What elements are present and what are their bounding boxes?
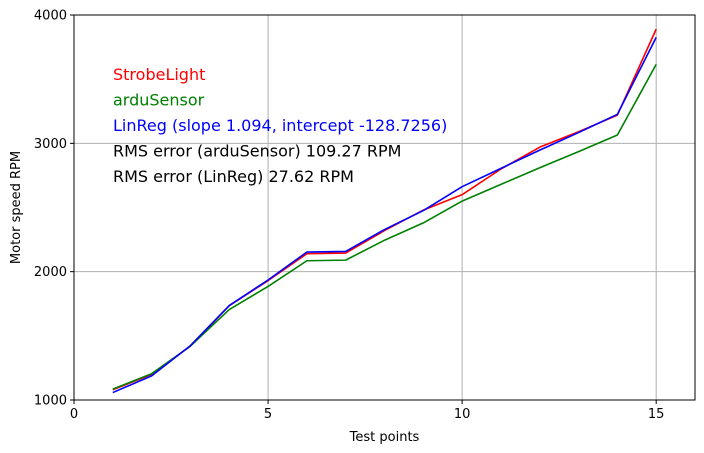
y-tick-label: 3000 (34, 137, 67, 152)
annotation-text: RMS error (arduSensor) 109.27 RPM (113, 142, 401, 161)
y-tick-label: 4000 (34, 9, 67, 24)
series-line-ardusensor (112, 64, 657, 390)
series-layer (112, 28, 657, 394)
x-axis-label: Test points (349, 430, 420, 445)
x-tick-label: 0 (70, 407, 78, 422)
annotations-layer: StrobeLight arduSensor LinReg (slope 1.094… (113, 65, 447, 186)
annotation-text: arduSensor (113, 91, 205, 110)
series-line-linreg (112, 36, 657, 394)
y-axis-label: Motor speed RPM (9, 151, 24, 264)
x-tick-label: 5 (264, 407, 272, 422)
x-tick-label: 10 (454, 407, 471, 422)
y-tick-label: 2000 (34, 265, 67, 280)
annotation-text: RMS error (LinReg) 27.62 RPM (113, 167, 354, 186)
annotation-text: LinReg (slope 1.094, intercept -128.7256… (113, 116, 447, 135)
plot-frame (73, 14, 696, 401)
ticks-layer: 0 5 10 15 1000 2000 3000 4000 (34, 9, 665, 423)
x-tick-label: 15 (648, 407, 665, 422)
annotation-text: StrobeLight (113, 65, 205, 84)
y-tick-label: 1000 (34, 394, 67, 409)
